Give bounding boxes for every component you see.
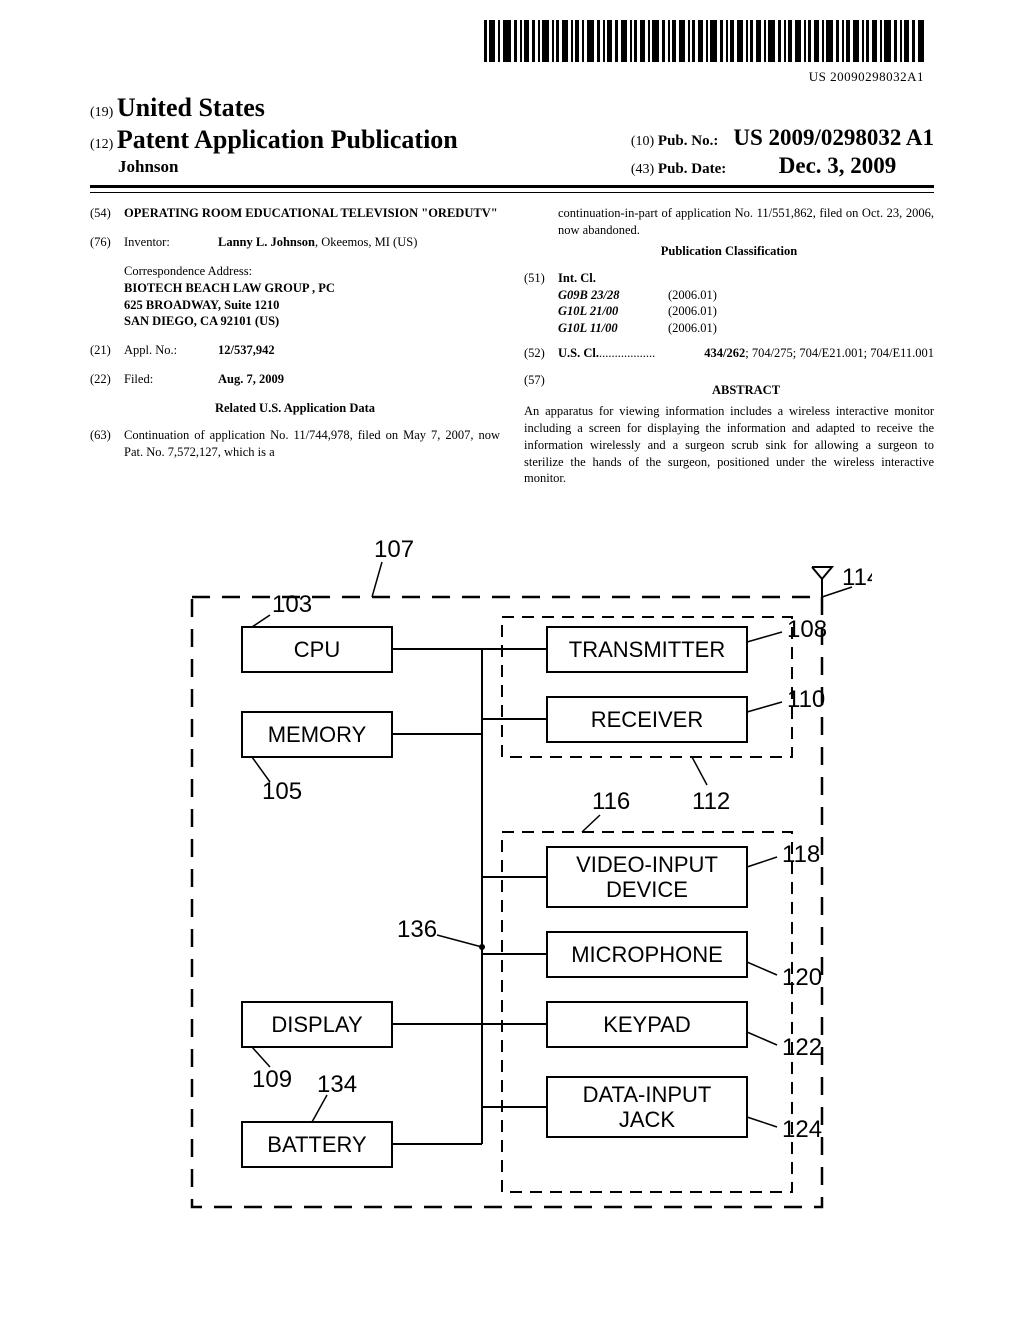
appl-code: (21): [90, 342, 124, 359]
uscl-rest: ; 704/275; 704/E21.001; 704/E11.001: [745, 346, 934, 360]
inventor-code: (76): [90, 234, 124, 251]
intcl-1-year: (2006.01): [668, 303, 717, 320]
divider-thick: [90, 185, 934, 188]
filed-date: Aug. 7, 2009: [218, 371, 500, 388]
box-video-l2: DEVICE: [606, 877, 688, 902]
appl-label: Appl. No.:: [124, 342, 218, 359]
ref-122: 122: [782, 1034, 822, 1061]
biblio-left: (54) OPERATING ROOM EDUCATIONAL TELEVISI…: [90, 205, 500, 487]
continuation-text-1: Continuation of application No. 11/744,9…: [124, 427, 500, 461]
inventor-label: Inventor:: [124, 234, 218, 251]
patent-drawing: CPU MEMORY TRANSMITTER RECEIVER VIDEO-IN…: [90, 537, 934, 1222]
pub-type-code: (12): [90, 137, 113, 152]
ref-107: 107: [374, 537, 414, 563]
pub-date-label: Pub. Date:: [658, 161, 726, 177]
country-code: (19): [90, 105, 113, 120]
abstract-text: An apparatus for viewing information inc…: [524, 403, 934, 487]
cont-code: (63): [90, 427, 124, 461]
pub-date: Dec. 3, 2009: [779, 153, 897, 178]
inventor-name: Lanny L. Johnson: [218, 235, 315, 249]
corr-line-2: 625 BROADWAY, Suite 1210: [124, 297, 500, 314]
uscl-code: (52): [524, 345, 558, 362]
barcode-text: US 20090298032A1: [90, 69, 924, 85]
box-video-l1: VIDEO-INPUT: [576, 852, 718, 877]
ref-109: 109: [252, 1066, 292, 1093]
ref-110: 110: [787, 686, 825, 713]
ref-120: 120: [782, 964, 822, 991]
intcl-2-code: G10L 11/00: [558, 320, 668, 337]
pub-no-code: (10): [631, 134, 654, 149]
appl-no: 12/537,942: [218, 342, 500, 359]
title-code: (54): [90, 205, 124, 222]
uscl-dots: ..................: [599, 345, 655, 362]
authors: Johnson: [118, 157, 458, 177]
ref-134: 134: [317, 1071, 357, 1098]
ref-116: 116: [592, 788, 630, 815]
pubclass-heading: Publication Classification: [524, 243, 934, 260]
intcl-0-code: G09B 23/28: [558, 287, 668, 304]
continuation-text-2: continuation-in-part of application No. …: [558, 205, 934, 239]
barcode-region: US 20090298032A1: [90, 20, 934, 85]
pub-date-code: (43): [631, 162, 654, 177]
abstract-code: (57): [524, 372, 558, 403]
corr-label: Correspondence Address:: [124, 263, 500, 280]
ref-114: 114: [842, 564, 872, 591]
ref-108: 108: [787, 616, 827, 643]
intcl-0-year: (2006.01): [668, 287, 717, 304]
box-receiver: RECEIVER: [591, 707, 703, 732]
corr-line-3: SAN DIEGO, CA 92101 (US): [124, 313, 500, 330]
intcl-2-year: (2006.01): [668, 320, 717, 337]
uscl-lead: 434/262: [704, 346, 745, 360]
box-display: DISPLAY: [271, 1012, 363, 1037]
filed-label: Filed:: [124, 371, 218, 388]
ref-124: 124: [782, 1116, 822, 1143]
pub-no-label: Pub. No.:: [658, 133, 718, 149]
ref-118: 118: [782, 841, 820, 868]
country-name: United States: [117, 93, 265, 122]
ref-112: 112: [692, 788, 730, 815]
filed-code: (22): [90, 371, 124, 388]
barcode-graphic: [484, 20, 924, 62]
pub-no: US 2009/0298032 A1: [733, 125, 934, 150]
biblio-columns: (54) OPERATING ROOM EDUCATIONAL TELEVISI…: [90, 205, 934, 487]
ref-136: 136: [397, 916, 437, 943]
divider-thin: [90, 192, 934, 193]
box-cpu: CPU: [294, 637, 340, 662]
biblio-right: continuation-in-part of application No. …: [524, 205, 934, 487]
uscl-label: U.S. Cl.: [558, 345, 599, 362]
related-heading: Related U.S. Application Data: [90, 400, 500, 417]
header-block: (19) United States (12) Patent Applicati…: [90, 93, 934, 179]
box-datainput-l1: DATA-INPUT: [583, 1082, 712, 1107]
correspondence-address: Correspondence Address: BIOTECH BEACH LA…: [124, 263, 500, 331]
inventor-location: , Okeemos, MI (US): [315, 235, 417, 249]
intcl-1-code: G10L 21/00: [558, 303, 668, 320]
box-keypad: KEYPAD: [603, 1012, 691, 1037]
ref-105: 105: [262, 778, 302, 805]
box-battery: BATTERY: [267, 1132, 367, 1157]
intcl-label: Int. Cl.: [558, 270, 717, 287]
invention-title: OPERATING ROOM EDUCATIONAL TELEVISION "O…: [124, 205, 500, 222]
box-memory: MEMORY: [268, 722, 367, 747]
box-datainput-l2: JACK: [619, 1107, 676, 1132]
abstract-heading: ABSTRACT: [558, 382, 934, 399]
ref-103: 103: [272, 591, 312, 618]
intcl-code: (51): [524, 270, 558, 338]
box-microphone: MICROPHONE: [571, 942, 723, 967]
publication-type: Patent Application Publication: [117, 125, 458, 154]
corr-line-1: BIOTECH BEACH LAW GROUP , PC: [124, 280, 500, 297]
box-transmitter: TRANSMITTER: [569, 637, 725, 662]
